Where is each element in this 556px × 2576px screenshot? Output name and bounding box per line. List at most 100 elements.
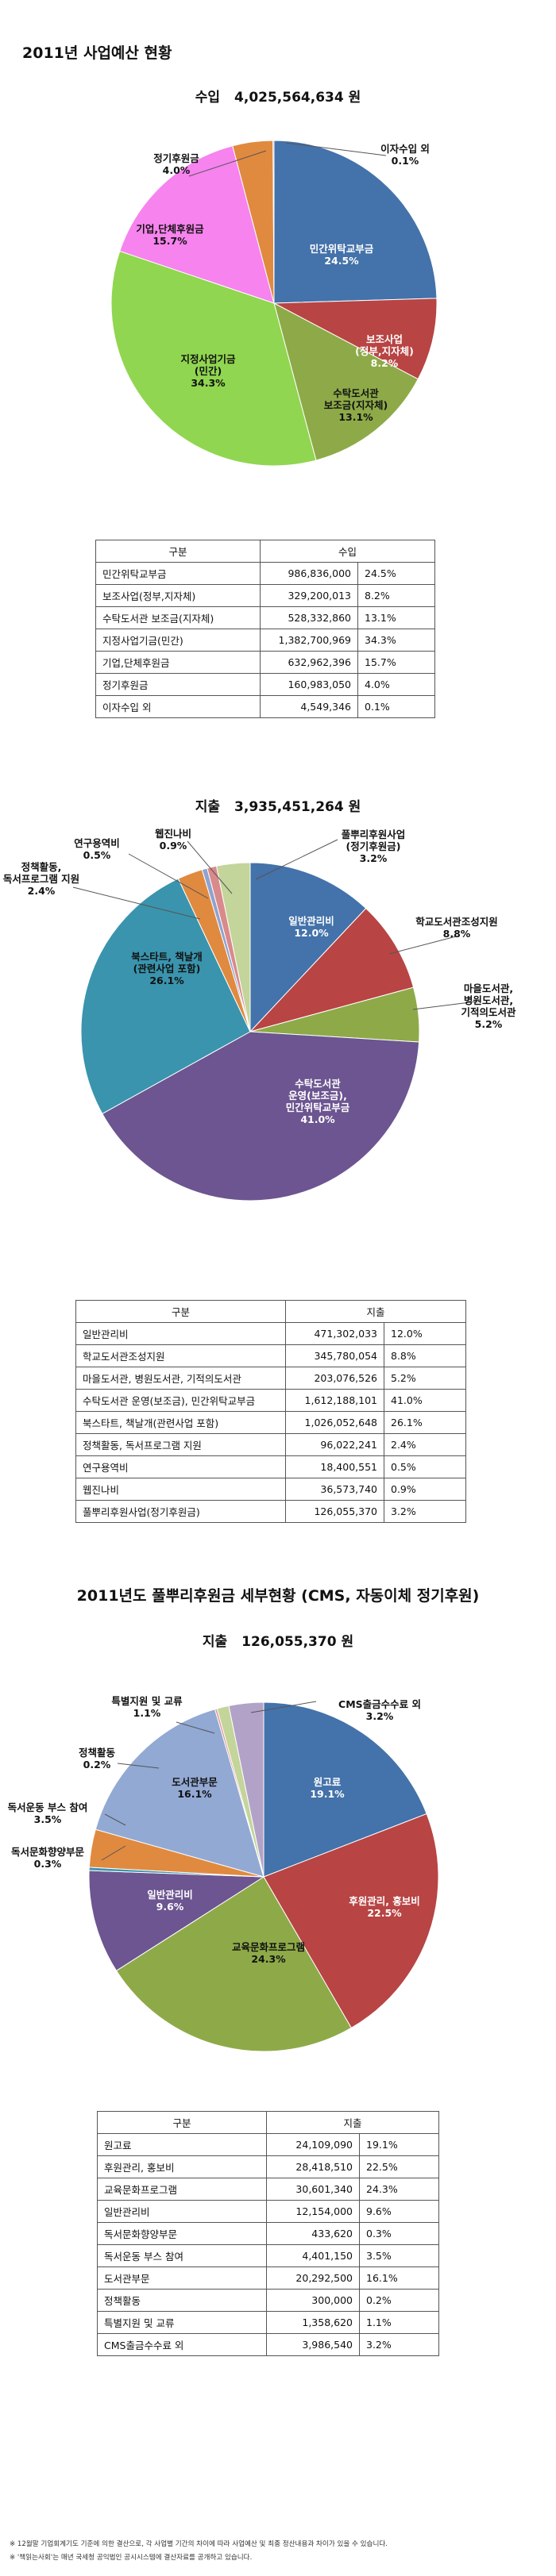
- table-row: 정기후원금 160,983,050 4.0%: [95, 673, 435, 696]
- table-row: 독서문화향양부문 433,620 0.3%: [97, 2222, 439, 2245]
- row-label: 교육문화프로그램: [97, 2178, 267, 2201]
- pie-slice: [80, 878, 251, 1115]
- row-label: 학교도서관조성지원: [75, 1344, 286, 1367]
- row-label: 수탁도서관 운영(보조금), 민간위탁교부금: [75, 1389, 286, 1412]
- leader-line: [250, 1701, 317, 1713]
- leader-line: [255, 839, 338, 880]
- data-label: 독서문화향양부문 0.3%: [11, 1846, 85, 1870]
- row-amount: 329,200,013: [260, 584, 358, 607]
- row-percent: 1.1%: [359, 2311, 439, 2334]
- row-amount: 1,612,188,101: [285, 1389, 384, 1412]
- row-amount: 4,549,346: [260, 695, 358, 718]
- data-label: 일반관리비 9.6%: [147, 1889, 193, 1913]
- row-amount: 160,983,050: [260, 673, 358, 696]
- table-header-category: 구분: [75, 1300, 286, 1323]
- row-percent: 0.3%: [359, 2222, 439, 2245]
- table-row: 특별지원 및 교류 1,358,620 1.1%: [97, 2311, 439, 2334]
- row-label: 보조사업(정부,지자체): [95, 584, 261, 607]
- pie-slice: [263, 1813, 439, 2029]
- leader-line: [188, 150, 267, 177]
- row-label: 원고료: [97, 2133, 267, 2156]
- row-label: 민간위탁교부금: [95, 562, 261, 585]
- row-label: 독서문화향양부문: [97, 2222, 267, 2245]
- table-row: 정책활동, 독서프로그램 지원 96,022,241 2.4%: [75, 1433, 466, 1456]
- row-amount: 18,400,551: [285, 1455, 384, 1478]
- table-row: 후원관리, 홍보비 28,418,510 22.5%: [97, 2155, 439, 2178]
- table-header-category: 구분: [95, 540, 261, 563]
- data-label: 정책활동 0.2%: [79, 1747, 116, 1771]
- table-header-row: 구분 수입: [95, 540, 435, 563]
- pie-slice: [249, 862, 367, 1033]
- row-label: 특별지원 및 교류: [97, 2311, 267, 2334]
- pie-slice: [115, 1876, 352, 2052]
- data-label: 후원관리, 홍보비 22.5%: [349, 1895, 420, 1919]
- page-title: 2011년 사업예산 현황: [22, 44, 172, 62]
- data-label: 연구용역비 0.5%: [74, 837, 120, 861]
- row-label: 정책활동, 독서프로그램 지원: [75, 1433, 286, 1456]
- data-label: 수탁도서관 보조금(지자체) 13.1%: [324, 387, 388, 423]
- table-row: 수탁도서관 보조금(지자체) 528,332,860 13.1%: [95, 606, 435, 629]
- data-label: 정책활동, 독서프로그램 지원 2.4%: [3, 861, 79, 897]
- row-label: 지정사업기금(민간): [95, 629, 261, 652]
- grassroots-total-label: 지출: [202, 1634, 228, 1650]
- row-label: 연구용역비: [75, 1455, 286, 1478]
- table-header-row: 구분 지출: [75, 1300, 466, 1323]
- row-amount: 3,986,540: [266, 2333, 360, 2356]
- grassroots-total-value: 126,055,370 원: [241, 1634, 354, 1650]
- table-row: 북스타트, 책날개(관련사업 포함) 1,026,052,648 26.1%: [75, 1411, 466, 1434]
- table-row: 웹진나비 36,573,740 0.9%: [75, 1478, 466, 1501]
- row-label: 정책활동: [97, 2289, 267, 2312]
- table-row: 수탁도서관 운영(보조금), 민간위탁교부금 1,612,188,101 41.0%: [75, 1389, 466, 1412]
- leader-line: [187, 840, 233, 894]
- row-percent: 9.6%: [359, 2200, 439, 2223]
- row-amount: 96,022,241: [285, 1433, 384, 1456]
- pie-slice: [102, 1031, 420, 1201]
- table-row: 독서운동 부스 참여 4,401,150 3.5%: [97, 2244, 439, 2267]
- row-percent: 3.2%: [359, 2333, 439, 2356]
- data-label: 원고료 19.1%: [310, 1776, 345, 1800]
- pie-slice: [95, 1709, 264, 1878]
- row-percent: 15.7%: [357, 651, 435, 674]
- data-label: 학교도서관조성지원 8.8%: [415, 916, 498, 940]
- row-label: 수탁도서관 보조금(지자체): [95, 606, 261, 629]
- data-label: 웹진나비 0.9%: [155, 828, 191, 852]
- data-label: 보조사업 (정부,지자체) 8.2%: [355, 333, 414, 369]
- row-amount: 203,076,526: [285, 1367, 384, 1390]
- table-row: 일반관리비 12,154,000 9.6%: [97, 2200, 439, 2223]
- row-percent: 24.3%: [359, 2178, 439, 2201]
- table-row: 민간위탁교부금 986,836,000 24.5%: [95, 562, 435, 585]
- expense-total-label: 지출: [195, 799, 221, 815]
- section3-title: 2011년도 풀뿌리후원금 세부현황 (CMS, 자동이체 정기후원): [76, 1587, 480, 1605]
- row-label: CMS출금수수료 외: [97, 2333, 267, 2356]
- table-row: 정책활동 300,000 0.2%: [97, 2289, 439, 2312]
- row-percent: 3.5%: [359, 2244, 439, 2267]
- data-label: 독서운동 부스 참여 3.5%: [8, 1801, 88, 1825]
- table-header-value: 수입: [260, 540, 435, 563]
- table-header-value: 지출: [285, 1300, 466, 1323]
- expense-total-value: 3,935,451,264 원: [234, 799, 361, 815]
- table-row: 이자수입 외 4,549,346 0.1%: [95, 695, 435, 718]
- row-amount: 471,302,033: [285, 1322, 384, 1345]
- data-label: 도서관부문 16.1%: [172, 1776, 218, 1800]
- table-header-row: 구분 지출: [97, 2111, 439, 2134]
- leader-line: [128, 853, 209, 899]
- row-amount: 986,836,000: [260, 562, 358, 585]
- table-header-value: 지출: [266, 2111, 439, 2134]
- table-row: 도서관부문 20,292,500 16.1%: [97, 2266, 439, 2290]
- data-label: 민간위탁교부금 24.5%: [310, 243, 374, 267]
- data-label: 풀뿌리후원사업 (정기후원금) 3.2%: [342, 829, 406, 864]
- row-percent: 16.1%: [359, 2266, 439, 2290]
- leader-line: [176, 1721, 215, 1734]
- row-label: 일반관리비: [97, 2200, 267, 2223]
- expense-pie-chart: 일반관리비 12.0% 학교도서관조성지원 8.8% 마을도서관, 병원도서관, 기적의도서…: [3, 828, 516, 1201]
- row-amount: 126,055,370: [285, 1500, 384, 1523]
- row-label: 웹진나비: [75, 1478, 286, 1501]
- row-percent: 0.1%: [357, 695, 435, 718]
- data-label: 북스타트, 책날개 (관련사업 포함) 26.1%: [131, 951, 203, 986]
- leader-line: [117, 1763, 160, 1769]
- row-percent: 41.0%: [384, 1389, 466, 1412]
- row-percent: 8.8%: [384, 1344, 466, 1367]
- leader-line: [285, 142, 387, 156]
- table-row: 지정사업기금(민간) 1,382,700,969 34.3%: [95, 629, 435, 652]
- table-row: 보조사업(정부,지자체) 329,200,013 8.2%: [95, 584, 435, 607]
